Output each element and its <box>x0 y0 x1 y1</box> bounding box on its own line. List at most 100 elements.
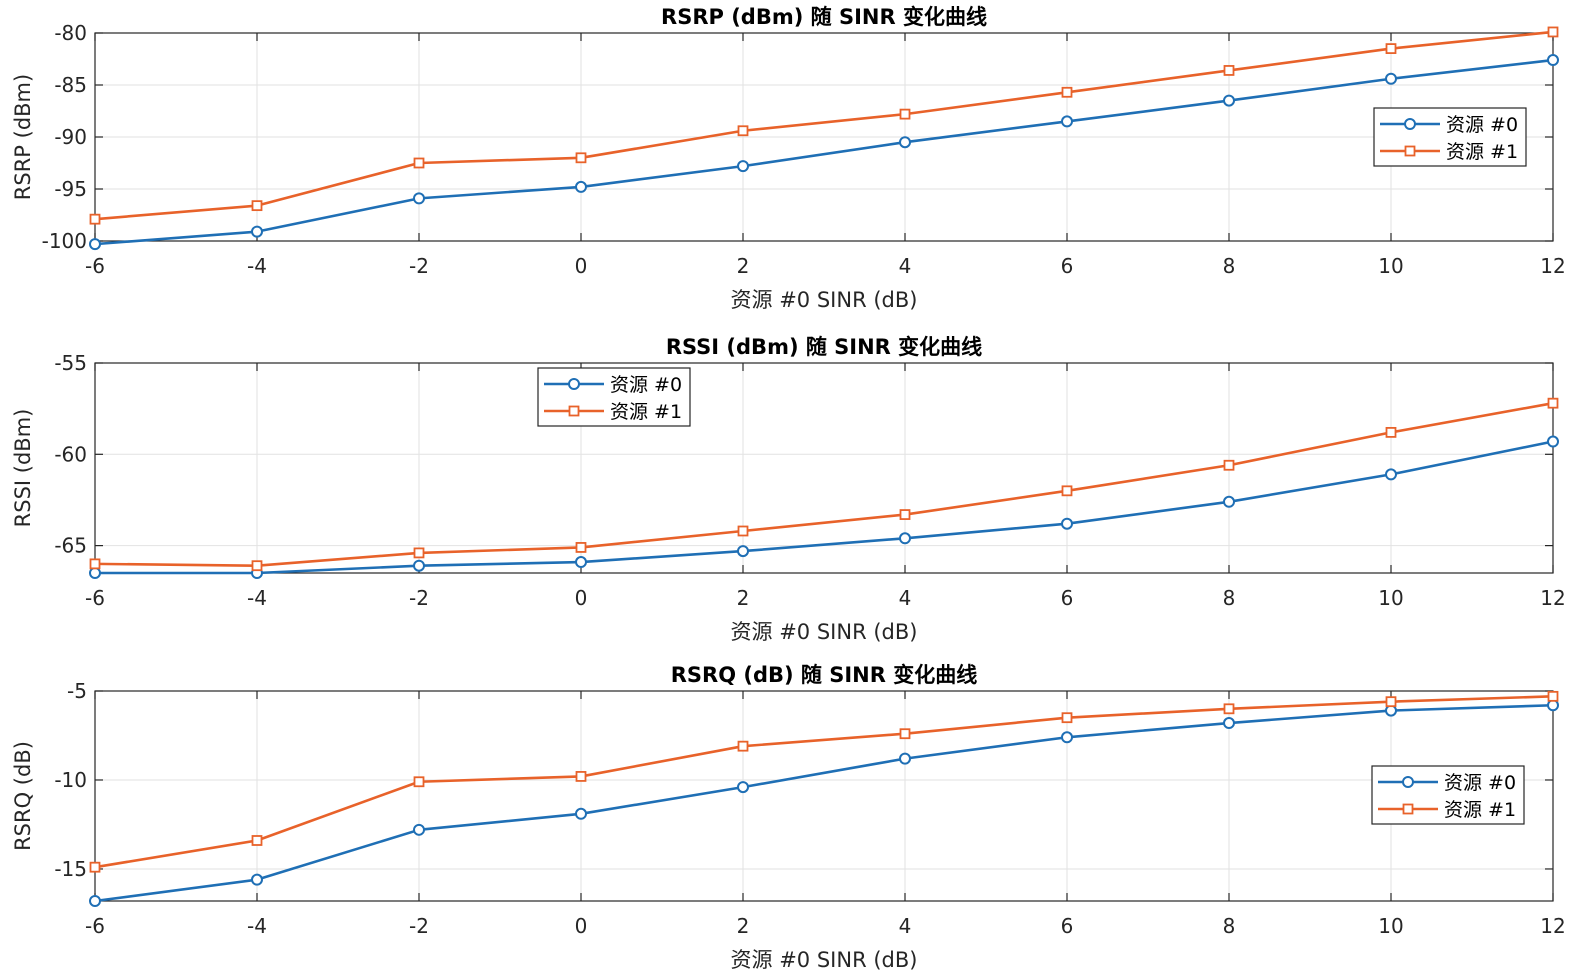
legend-box <box>537 367 691 427</box>
data-point-marker <box>1061 86 1073 98</box>
legend-marker <box>568 378 580 390</box>
series-line <box>94 401 1554 567</box>
legend: 资源 #0 资源 #1 <box>1373 107 1527 167</box>
y-tick-label: -95 <box>54 177 87 201</box>
x-tick-label: 8 <box>1223 254 1236 278</box>
data-point-marker <box>1547 26 1559 38</box>
data-point-marker <box>1061 517 1073 530</box>
data-point-marker <box>1223 717 1235 730</box>
x-tick-label: -6 <box>85 254 105 278</box>
y-tick-label: -10 <box>54 768 87 792</box>
data-point-marker <box>575 556 587 569</box>
series-1 <box>89 26 1559 225</box>
y-tick-label: -5 <box>67 679 87 703</box>
x-tick-label: 6 <box>1061 914 1074 938</box>
x-tick-label: 2 <box>737 586 750 610</box>
series-line <box>94 58 1554 246</box>
x-tick-label: 12 <box>1540 254 1565 278</box>
y-axis-label: RSRQ (dB) <box>11 741 35 851</box>
series-1 <box>89 690 1559 873</box>
x-tick-label: -2 <box>409 914 429 938</box>
series-line <box>94 695 1554 869</box>
data-point-marker <box>251 560 263 572</box>
x-tick-label: 8 <box>1223 586 1236 610</box>
plot-area <box>95 691 1553 901</box>
data-point-marker <box>737 525 749 537</box>
legend-marker <box>1402 776 1414 788</box>
data-point-marker <box>575 542 587 553</box>
legend-marker <box>1402 803 1414 815</box>
series-line <box>94 703 1554 903</box>
x-tick-label: -6 <box>85 586 105 610</box>
legend-marker <box>1404 118 1416 130</box>
data-point-marker <box>413 192 425 205</box>
data-point-marker <box>1061 712 1073 724</box>
chart-panel-1: -6 -4 -2 0 2 4 6 8 10 12 -80 -85 -90 -95 -100 RSRP (dBm… <box>11 5 1566 312</box>
data-point-marker <box>737 740 749 752</box>
x-axis-label: 资源 #0 SINR (dB) <box>731 620 918 644</box>
data-point-marker <box>575 180 587 193</box>
data-point-marker <box>251 873 263 886</box>
series-0 <box>89 699 1559 907</box>
chart-title: RSSI (dBm) 随 SINR 变化曲线 <box>666 335 982 359</box>
data-point-marker <box>1385 72 1397 85</box>
data-point-marker <box>737 125 749 137</box>
x-tick-label: -4 <box>247 914 267 938</box>
x-tick-label: 10 <box>1378 586 1403 610</box>
data-point-marker <box>413 823 425 836</box>
data-point-marker <box>737 545 749 558</box>
data-point-marker <box>1223 65 1235 76</box>
y-tick-label: -80 <box>54 21 87 45</box>
x-tick-label: -2 <box>409 586 429 610</box>
y-tick-label: -55 <box>54 351 87 375</box>
legend-label: 资源 #0 <box>610 374 682 396</box>
plot-area <box>95 363 1553 573</box>
data-point-marker <box>899 509 911 520</box>
y-tick-label: -85 <box>54 73 87 97</box>
legend-label: 资源 #0 <box>1446 114 1518 136</box>
data-point-marker <box>1061 115 1073 128</box>
data-point-marker <box>89 895 101 907</box>
y-tick-label: -60 <box>54 442 87 466</box>
x-tick-label: 0 <box>575 914 588 938</box>
data-point-marker <box>89 567 101 579</box>
x-tick-label: 12 <box>1540 586 1565 610</box>
data-point-marker <box>899 136 911 149</box>
y-tick-label: -100 <box>42 229 87 253</box>
legend-label: 资源 #0 <box>1444 772 1516 794</box>
y-tick-label: -15 <box>54 857 87 881</box>
data-point-marker <box>1223 459 1235 471</box>
x-tick-label: 12 <box>1540 914 1565 938</box>
data-point-marker <box>899 108 911 120</box>
data-point-marker <box>413 547 425 559</box>
data-point-marker <box>413 157 425 169</box>
axes-frame <box>94 690 1554 902</box>
legend-label: 资源 #1 <box>1444 799 1516 821</box>
axes-frame <box>94 362 1554 574</box>
data-point-marker <box>1385 696 1397 708</box>
chart-title: RSRQ (dB) 随 SINR 变化曲线 <box>671 663 977 687</box>
x-axis-label: 资源 #0 SINR (dB) <box>731 288 918 312</box>
data-point-marker <box>89 213 101 225</box>
x-tick-label: 6 <box>1061 254 1074 278</box>
x-axis-label: 资源 #0 SINR (dB) <box>731 948 918 972</box>
data-point-marker <box>1223 495 1235 508</box>
series-0 <box>89 435 1559 579</box>
data-point-marker <box>89 238 101 251</box>
data-point-marker <box>413 776 425 788</box>
data-point-marker <box>1547 54 1559 67</box>
chart-title: RSRP (dBm) 随 SINR 变化曲线 <box>661 5 987 29</box>
data-point-marker <box>1223 703 1235 715</box>
legend-marker <box>568 405 580 417</box>
legend-marker <box>1404 145 1416 157</box>
data-point-marker <box>899 752 911 765</box>
x-tick-label: 10 <box>1378 254 1403 278</box>
data-point-marker <box>575 152 587 164</box>
series-line <box>94 30 1554 221</box>
data-point-marker <box>899 532 911 545</box>
x-tick-label: -2 <box>409 254 429 278</box>
chart-panel-2: -6 -4 -2 0 2 4 6 8 10 12 -55 -60 -65 RSSI (dBm) 随 SIN… <box>11 335 1566 644</box>
data-point-marker <box>1223 94 1235 107</box>
y-axis-label: RSRP (dBm) <box>11 74 35 200</box>
